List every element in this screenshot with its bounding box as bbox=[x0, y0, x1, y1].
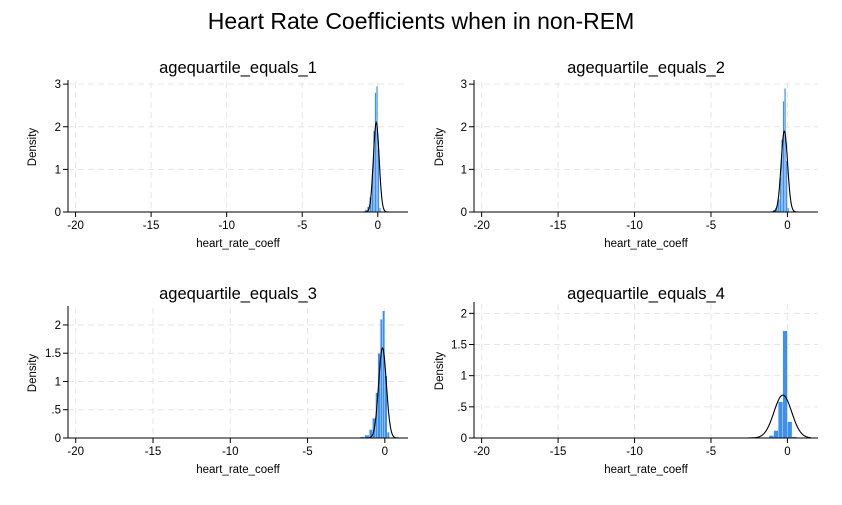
y-tick-label: 1.5 bbox=[451, 340, 467, 352]
subplot-title: agequartile_equals_2 bbox=[567, 59, 725, 77]
y-axis-label: Density bbox=[434, 128, 446, 167]
x-tick-label: -15 bbox=[550, 220, 567, 232]
normal-density-curve bbox=[480, 130, 812, 213]
x-tick-label: 0 bbox=[784, 446, 790, 458]
x-axis-label: heart_rate_coeff bbox=[604, 464, 688, 476]
x-tick-label: -20 bbox=[67, 446, 84, 458]
normal-density-curve bbox=[74, 347, 402, 439]
y-tick-label: 1 bbox=[461, 164, 467, 176]
y-tick-label: .5 bbox=[457, 402, 467, 414]
y-tick-label: 1 bbox=[55, 164, 61, 176]
subplot-title: agequartile_equals_3 bbox=[159, 285, 317, 303]
histogram-bar bbox=[379, 207, 381, 213]
y-tick-label: 2 bbox=[461, 122, 467, 134]
normal-density-curve bbox=[480, 394, 812, 439]
subplot-title: agequartile_equals_1 bbox=[159, 59, 317, 77]
y-tick-label: 1 bbox=[55, 376, 61, 388]
histogram-bar bbox=[787, 207, 790, 213]
x-axis-label: heart_rate_coeff bbox=[604, 238, 688, 250]
histogram-bar bbox=[382, 310, 385, 439]
y-tick-label: 1 bbox=[461, 371, 467, 383]
x-tick-label: -10 bbox=[222, 446, 239, 458]
x-tick-label: 0 bbox=[382, 446, 388, 458]
x-tick-label: -20 bbox=[473, 220, 490, 232]
subplot-1: 0 1 2 3 -20 -15 -10 -5 0 agequartile_equals_1hear… bbox=[27, 59, 408, 250]
x-tick-label: -20 bbox=[67, 220, 84, 232]
histogram-bar bbox=[782, 101, 785, 213]
x-tick-label: -10 bbox=[626, 446, 643, 458]
x-tick-label: -10 bbox=[626, 220, 643, 232]
y-tick-label: 2 bbox=[55, 320, 61, 332]
x-axis-label: heart_rate_coeff bbox=[196, 464, 280, 476]
histogram-bar bbox=[785, 160, 788, 213]
subplot-2: 0 1 2 3 -20 -15 -10 -5 0 agequartile_equals_2hear… bbox=[434, 59, 818, 250]
histogram-bar bbox=[380, 319, 383, 439]
x-tick-label: -15 bbox=[143, 220, 160, 232]
x-tick-label: 0 bbox=[784, 220, 790, 232]
x-tick-label: -5 bbox=[706, 220, 716, 232]
y-tick-label: 1.5 bbox=[45, 348, 61, 360]
y-axis-label: Density bbox=[434, 352, 446, 391]
y-axis-label: Density bbox=[27, 128, 39, 167]
subplot-4: 0 .5 1 1.5 2 -20 -15 -10 -5 0 agequartile_equals_4… bbox=[434, 285, 818, 476]
y-tick-label: 2 bbox=[461, 308, 467, 320]
x-tick-label: -15 bbox=[550, 446, 567, 458]
y-tick-label: 0 bbox=[461, 207, 467, 219]
x-tick-label: 0 bbox=[375, 220, 381, 232]
x-tick-label: -15 bbox=[145, 446, 162, 458]
x-tick-label: -10 bbox=[218, 220, 235, 232]
y-tick-label: 0 bbox=[55, 207, 61, 219]
x-axis-label: heart_rate_coeff bbox=[196, 238, 280, 250]
normal-density-curve bbox=[74, 121, 402, 213]
subplot-3: 0 .5 1 1.5 2 -20 -15 -10 -5 0 agequartile_equals_3… bbox=[27, 285, 408, 476]
histogram-bar bbox=[374, 92, 377, 213]
histogram-bar bbox=[376, 86, 378, 213]
y-tick-label: 3 bbox=[55, 79, 61, 91]
histogram-bar bbox=[386, 432, 390, 439]
y-tick-label: 3 bbox=[461, 79, 467, 91]
x-tick-label: -5 bbox=[706, 446, 716, 458]
x-tick-label: -5 bbox=[297, 220, 307, 232]
y-tick-label: 0 bbox=[461, 433, 467, 445]
histogram-bar bbox=[782, 330, 788, 439]
histogram-bar bbox=[778, 401, 783, 439]
subplot-title: agequartile_equals_4 bbox=[567, 285, 725, 303]
histogram-bar bbox=[784, 88, 787, 213]
y-tick-label: 0 bbox=[55, 433, 61, 445]
histogram-bar bbox=[787, 421, 793, 439]
y-tick-label: 2 bbox=[55, 122, 61, 134]
y-tick-label: .5 bbox=[51, 405, 61, 417]
figure-title: Heart Rate Coefficients when in non-REM bbox=[207, 8, 635, 34]
x-tick-label: -20 bbox=[473, 446, 490, 458]
histogram-bar bbox=[773, 430, 779, 439]
y-axis-label: Density bbox=[27, 354, 39, 393]
x-tick-label: -5 bbox=[302, 446, 312, 458]
